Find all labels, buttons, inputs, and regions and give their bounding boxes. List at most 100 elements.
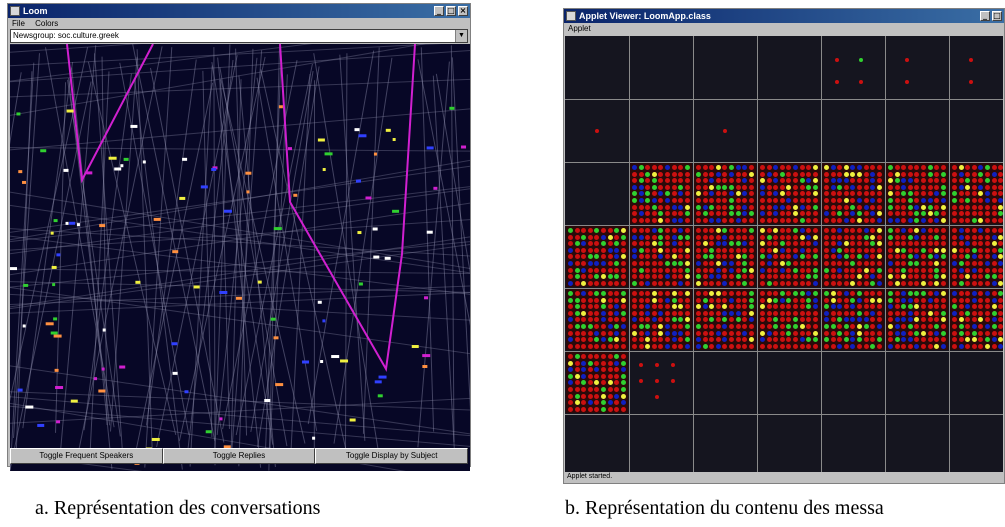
word-dot <box>748 211 754 217</box>
menu-colors[interactable]: Colors <box>35 19 59 28</box>
word-dot <box>830 274 836 280</box>
word-dot <box>985 247 990 253</box>
grid-cell[interactable] <box>822 289 884 350</box>
grid-cell[interactable] <box>886 289 948 350</box>
grid-cell[interactable] <box>758 415 820 476</box>
grid-cell[interactable] <box>630 226 692 287</box>
grid-cell[interactable] <box>822 352 884 413</box>
grid-cell[interactable] <box>886 226 948 287</box>
word-dot <box>793 178 798 184</box>
toggle-display-by-subject-button[interactable]: Toggle Display by Subject <box>315 448 469 464</box>
word-dot <box>876 191 882 197</box>
grid-cell[interactable] <box>822 163 884 224</box>
grid-cell[interactable] <box>950 37 1003 98</box>
grid-cell[interactable] <box>566 415 628 476</box>
word-dot <box>722 165 728 170</box>
grid-cell[interactable] <box>822 100 884 161</box>
grid-cell[interactable] <box>694 226 756 287</box>
grid-cell[interactable] <box>566 226 628 287</box>
grid-cell[interactable] <box>950 100 1003 161</box>
grid-cell[interactable] <box>886 37 948 98</box>
word-dot <box>742 217 748 223</box>
word-dot <box>991 217 997 223</box>
grid-cell[interactable] <box>694 163 756 224</box>
grid-cell[interactable] <box>566 289 628 350</box>
grid-cell[interactable] <box>566 37 628 98</box>
grid-cell[interactable] <box>950 415 1003 476</box>
minimize-icon[interactable]: _ <box>980 11 990 21</box>
grid-cell[interactable] <box>566 352 628 413</box>
toggle-frequent-speakers-button[interactable]: Toggle Frequent Speakers <box>10 448 163 464</box>
word-dot <box>812 171 818 177</box>
maximize-icon[interactable]: □ <box>446 6 456 16</box>
grid-cell[interactable] <box>694 415 756 476</box>
word-dot <box>760 171 765 177</box>
word-dot <box>773 297 779 303</box>
grid-cell[interactable] <box>950 352 1003 413</box>
grid-cell[interactable] <box>886 100 948 161</box>
word-dot <box>850 191 856 197</box>
word-dot <box>850 291 856 296</box>
grid-cell[interactable] <box>950 163 1003 224</box>
grid-cell[interactable] <box>886 163 948 224</box>
word-dot <box>620 330 626 336</box>
grid-cell[interactable] <box>694 352 756 413</box>
word-dot <box>965 217 971 223</box>
menu-applet[interactable]: Applet <box>568 24 591 33</box>
word-dot <box>729 241 734 247</box>
word-dot <box>921 267 926 273</box>
dropdown-arrow-icon[interactable]: ▼ <box>455 30 467 42</box>
message-mark <box>384 256 391 260</box>
grid-cell[interactable] <box>630 163 692 224</box>
toggle-replies-button[interactable]: Toggle Replies <box>162 448 316 464</box>
message-content-grid[interactable] <box>565 36 1003 476</box>
word-dot <box>748 337 754 343</box>
minimize-icon[interactable]: _ <box>434 6 444 16</box>
word-dot <box>907 211 913 217</box>
applet-title-bar[interactable]: Applet Viewer: LoomApp.class _ □ <box>564 9 1004 23</box>
word-dot <box>638 184 644 190</box>
grid-cell[interactable] <box>630 415 692 476</box>
grid-cell[interactable] <box>886 415 948 476</box>
grid-cell[interactable] <box>758 226 820 287</box>
word-dot <box>671 211 677 217</box>
grid-cell[interactable] <box>630 37 692 98</box>
grid-cell[interactable] <box>758 37 820 98</box>
word-dot <box>824 337 829 343</box>
grid-cell[interactable] <box>630 100 692 161</box>
grid-cell[interactable] <box>758 100 820 161</box>
grid-cell[interactable] <box>758 352 820 413</box>
word-dot <box>729 261 734 266</box>
grid-cell[interactable] <box>694 289 756 350</box>
grid-cell[interactable] <box>566 163 628 224</box>
grid-cell[interactable] <box>758 163 820 224</box>
loom-title-bar[interactable]: Loom _ □ × <box>8 4 470 18</box>
word-dot <box>934 261 940 266</box>
word-dot <box>607 267 613 273</box>
word-dot <box>684 204 690 210</box>
grid-cell[interactable] <box>694 37 756 98</box>
grid-cell[interactable] <box>886 352 948 413</box>
grid-cell[interactable] <box>822 226 884 287</box>
close-icon[interactable]: × <box>458 6 468 16</box>
maximize-icon[interactable]: □ <box>992 11 1002 21</box>
newsgroup-select[interactable]: Newsgroup: soc.culture.greek ▼ <box>10 29 468 43</box>
word-dot <box>696 178 701 184</box>
word-dot <box>952 211 957 217</box>
word-dot <box>665 297 670 303</box>
grid-cell[interactable] <box>950 226 1003 287</box>
menu-file[interactable]: File <box>12 19 25 28</box>
word-dot <box>921 165 926 170</box>
word-dot <box>927 234 933 240</box>
conversation-canvas[interactable] <box>10 44 470 471</box>
grid-cell[interactable] <box>822 37 884 98</box>
word-dot <box>638 330 644 336</box>
grid-cell[interactable] <box>950 289 1003 350</box>
grid-cell[interactable] <box>822 415 884 476</box>
thread-line <box>10 147 470 152</box>
grid-cell[interactable] <box>758 289 820 350</box>
word-dot <box>927 171 933 177</box>
word-dot <box>940 184 946 190</box>
word-dot <box>748 317 754 323</box>
grid-cell[interactable] <box>630 289 692 350</box>
